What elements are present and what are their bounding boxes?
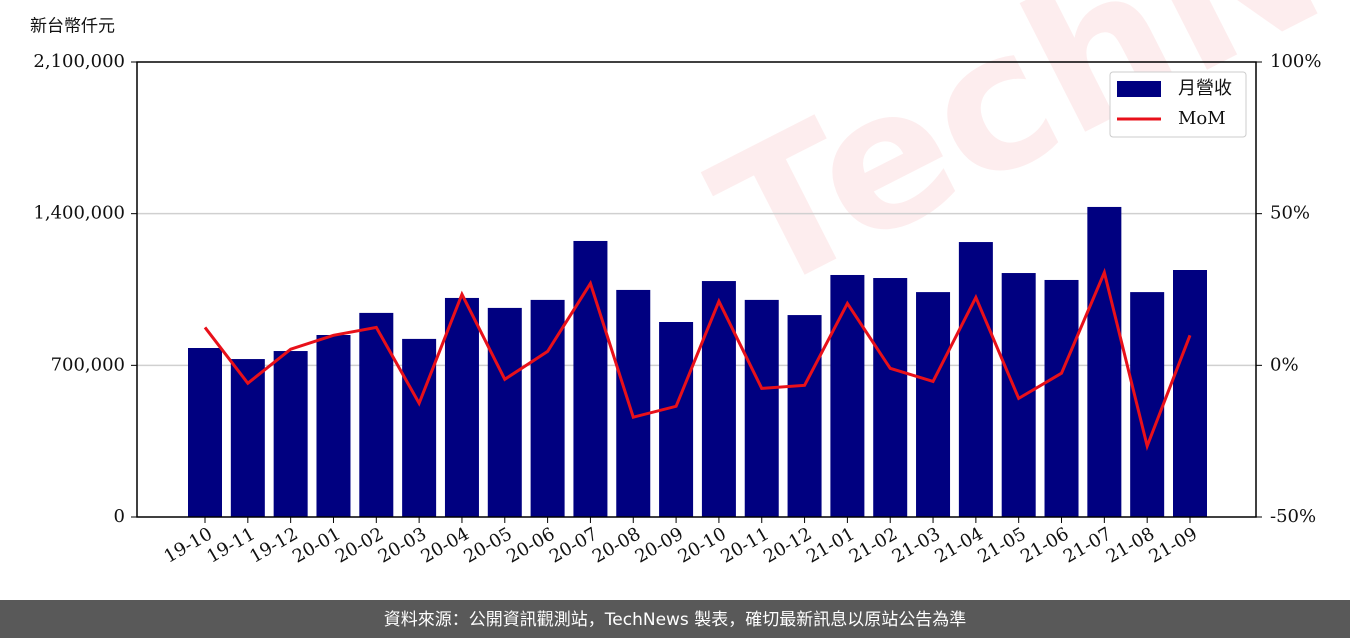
x-tick-label: 21-01 [803,523,858,567]
bar [230,359,265,517]
x-tick-label: 20-05 [460,523,515,567]
bar [1130,292,1165,517]
bar [1173,270,1207,517]
legend-swatch [1117,81,1161,97]
bar [487,307,522,517]
bar [1044,279,1079,517]
bar [402,338,437,517]
bar [616,289,651,517]
bar [958,242,993,518]
y-tick-label: 1,400,000 [33,203,125,224]
x-tick-label: 21-03 [889,523,944,567]
x-tick-label: 21-09 [1146,523,1201,567]
y2-tick-label: 100% [1270,51,1321,72]
x-tick-label: 20-03 [375,523,430,567]
y-axis-label: 新台幣仟元 [30,17,115,37]
bar [916,292,951,517]
x-tick-label: 20-09 [632,523,687,567]
x-tick-label: 20-06 [503,523,558,567]
y-tick-label: 0 [114,506,125,527]
plot-frame [136,61,1257,518]
bar [444,297,479,517]
x-tick-label: 21-08 [1103,523,1158,567]
line [203,267,1192,451]
x-tick-label: 20-07 [546,523,601,567]
x-tick-label: 20-02 [332,523,387,567]
x-tick-label: 21-07 [1060,523,1115,567]
footer-bar [0,600,1350,638]
x-tick-label: 20-10 [674,523,729,567]
bar [787,315,822,517]
bar [701,281,736,517]
bar [359,312,394,517]
bar [273,351,308,517]
bar [1087,206,1122,517]
x-tick-label: 19-11 [203,523,258,567]
x-tick-label: 20-11 [717,523,772,567]
bar [316,335,351,517]
x-tick-label: 20-08 [589,523,644,567]
y-tick-label: 700,000 [51,354,125,375]
bar [873,278,908,517]
x-tick-label: 21-02 [846,523,901,567]
footer: 資料來源：公開資訊觀測站，TechNews 製表，確切最新訊息以原站公告為準 [384,610,966,630]
x-tick-label: 19-10 [161,523,216,567]
x-tick-label: 20-04 [418,523,473,567]
bar [744,299,779,517]
x-tick-label: 21-06 [1017,523,1072,567]
y-tick-label: 2,100,000 [33,51,125,72]
y2-tick-label: 50% [1270,203,1310,224]
bar [188,348,222,517]
x-tick-label: 21-05 [974,523,1029,567]
x-tick-label: 19-12 [246,523,301,567]
bar [659,322,694,517]
legend-label: MoM [1178,108,1226,129]
x-tick-label: 21-04 [931,523,986,567]
x-tick-label: 20-01 [289,523,344,567]
x-tick-label: 20-12 [760,523,815,567]
legend-label: 月營收 [1178,78,1232,99]
bar [830,274,865,517]
y2-tick-label: 0% [1270,354,1299,375]
y2-tick-label: -50% [1270,506,1316,527]
